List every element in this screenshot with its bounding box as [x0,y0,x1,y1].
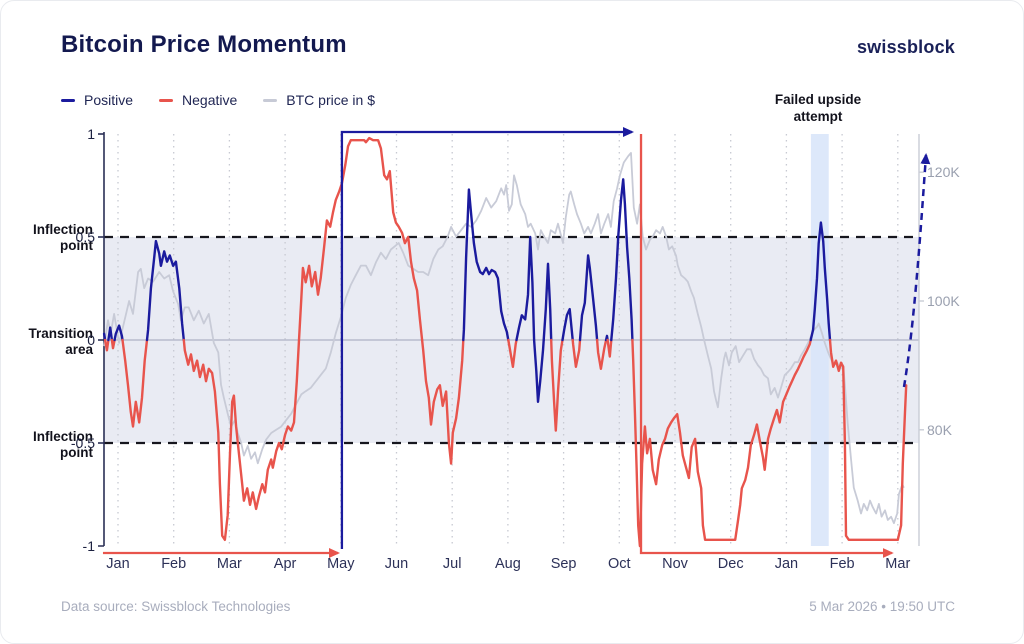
legend-label-negative: Negative [182,92,238,108]
momentum-negative-segment [121,338,149,428]
y-axis-tick-label: 1 [87,126,95,142]
momentum-positive-segment [462,188,510,342]
momentum-positive-segment [578,254,599,342]
momentum-positive-segment [809,221,832,342]
blue-dashed-projection-arrow [902,153,931,388]
momentum-series [102,136,908,548]
x-axis-month-label: Feb [830,556,855,572]
positive-line-icon [61,98,75,102]
momentum-positive-segment [610,178,634,342]
page-title: Bitcoin Price Momentum [61,31,347,58]
momentum-positive-segment [107,326,114,342]
momentum-positive-segment [145,239,186,342]
momentum-positive-segment [561,307,574,342]
swissblock-logo: swissblock [856,37,955,57]
axis-labels-layer: Jan Feb Mar Apr May Jun Jul Aug Sep Oct Nov Dec Jan F… [71,126,960,572]
momentum-positive-segment [604,334,609,342]
label-inflection-point-lower: Inflection point [33,429,93,460]
timestamp: 5 Mar 2026 • 19:50 UTC [809,599,955,614]
price-axis-tick-label: 80K [927,422,953,438]
failed-upside-attempt-label: Failed upside attempt [774,92,862,124]
momentum-positive-segment [515,235,545,403]
data-source: Data source: Swissblock Technologies [61,599,291,614]
btc-price-line-icon [263,98,278,102]
x-axis-month-label: Sep [551,556,577,572]
legend-item-positive: Positive [61,92,133,108]
x-axis-month-label: May [327,556,355,572]
momentum-negative-segment [507,338,518,368]
btc-price-line [103,151,905,525]
y-axis-tick-label: 0 [87,332,95,348]
y-axis-tick-label: -1 [83,538,96,554]
red-phase-arrow-2 [639,134,894,558]
x-axis-month-label: Nov [662,556,689,572]
momentum-negative-segment [606,338,613,358]
btc-price-series [103,151,905,525]
legend-label-positive: Positive [84,92,134,108]
x-axis-month-label: Apr [274,556,297,572]
legend-item-btc-price: BTC price in $ [263,92,375,108]
x-axis-month-label: Mar [217,556,242,572]
x-axis-month-label: Jan [106,556,129,572]
x-axis-month-label: Jul [443,556,462,572]
legend-label-btc-price: BTC price in $ [286,92,375,108]
y-axis-tick-label: -0.5 [71,435,95,451]
label-transition-area: Transition area [28,326,93,357]
x-axis-month-label: Jun [385,556,408,572]
momentum-negative-segment [420,338,465,465]
momentum-negative-segment [571,338,582,368]
reference-lines-layer [104,235,919,445]
x-axis-month-label: Oct [608,556,631,572]
momentum-positive-segment [542,262,553,342]
negative-line-icon [159,98,174,102]
y-axis-tick-label: 0.5 [76,229,96,245]
x-axis-month-label: Jan [775,556,798,572]
momentum-negative-segment [182,136,424,541]
momentum-negative-segment [631,338,812,548]
momentum-negative-segment [595,338,608,370]
x-axis-month-label: Mar [885,556,910,572]
label-inflection-point-upper: Inflection point [33,222,93,253]
x-axis-month-label: Aug [495,556,521,572]
momentum-positive-segment [113,324,124,342]
price-axis-tick-label: 120K [927,164,960,180]
momentum-negative-segment [828,338,908,541]
x-axis-month-label: Feb [161,556,186,572]
momentum-negative-segment [110,338,116,350]
momentum-negative-segment [550,338,564,432]
legend-item-negative: Negative [159,92,237,108]
annotation-arrows-layer [102,127,931,558]
navy-phase-arrow [340,127,634,549]
x-axis-month-label: Dec [718,556,744,572]
legend: Positive Negative BTC price in $ [61,92,375,108]
price-axis-tick-label: 100K [927,293,960,309]
momentum-negative-segment [103,338,110,352]
